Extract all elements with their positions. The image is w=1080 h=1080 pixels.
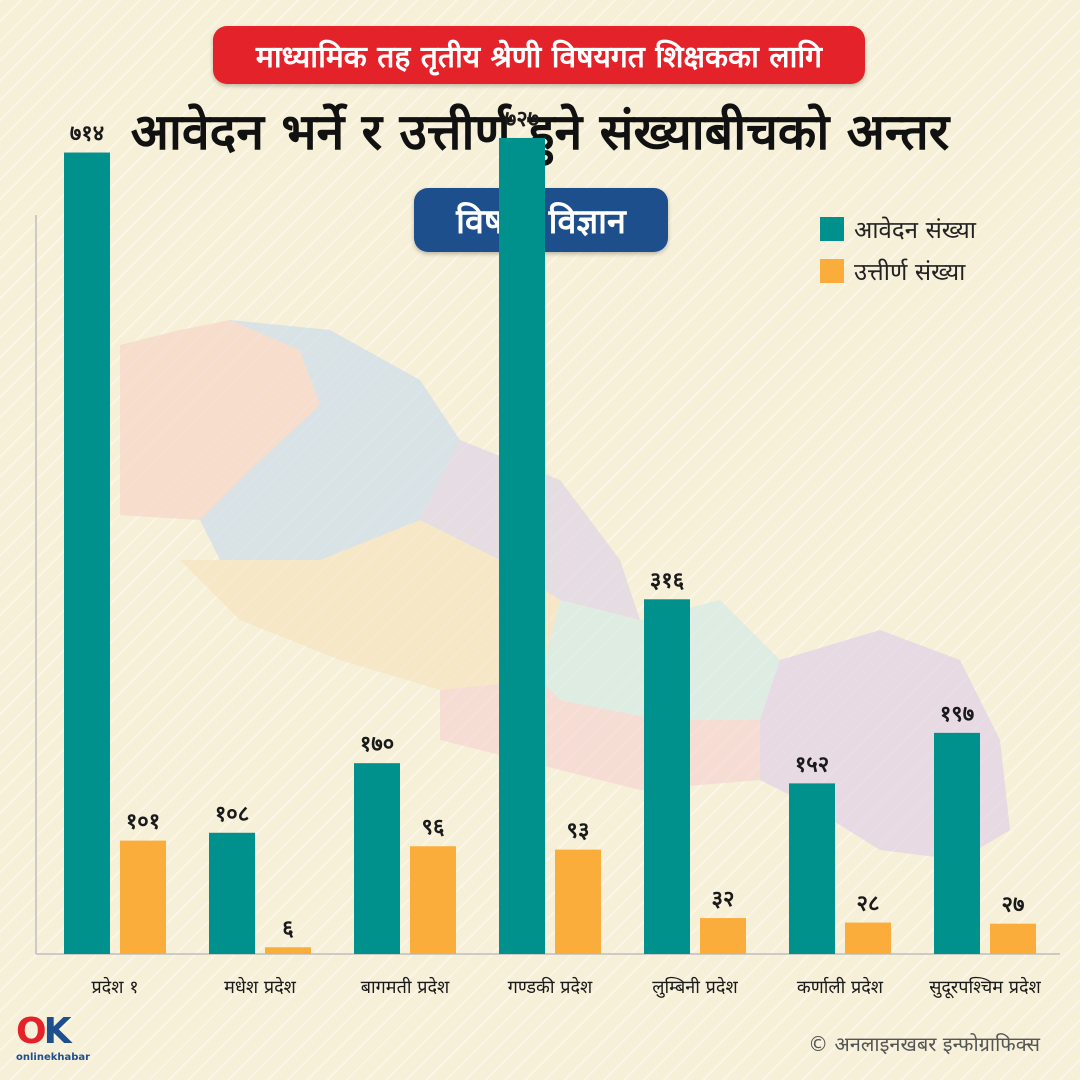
data-label-applied-6: १९७: [940, 702, 974, 727]
bar-applied-6: [934, 732, 980, 954]
data-label-applied-1: १०८: [215, 802, 249, 827]
bar-passed-1: [265, 947, 311, 954]
data-label-applied-3: ७२७: [505, 107, 539, 132]
onlinekhabar-logo: OK onlinekhabar: [16, 1014, 96, 1066]
legend-swatch-passed: [820, 259, 844, 283]
ok-logo-icon: OK: [16, 1011, 72, 1052]
x-tick-label-4: लुम्बिनी प्रदेश: [652, 976, 738, 998]
legend-item-applied: आवेदन संख्या: [820, 208, 976, 250]
data-label-passed-4: ३२: [712, 887, 735, 912]
credit-text: © अनलाइनखबर इन्फोग्राफिक्स: [808, 1032, 1040, 1056]
bar-passed-6: [990, 923, 1036, 954]
legend: आवेदन संख्या उत्तीर्ण संख्या: [820, 208, 976, 292]
bar-passed-2: [410, 846, 456, 954]
data-label-passed-3: ९३: [567, 819, 590, 844]
bar-applied-4: [644, 599, 690, 954]
data-label-passed-0: १०१: [126, 810, 160, 835]
bar-applied-1: [209, 832, 255, 954]
x-tick-label-0: प्रदेश १: [91, 976, 138, 998]
bar-passed-5: [845, 922, 891, 954]
x-tick-label-3: गण्डकी प्रदेश: [508, 976, 593, 998]
bar-applied-2: [354, 763, 400, 954]
logo-text: onlinekhabar: [16, 1052, 91, 1063]
subtitle-banner: माध्यामिक तह तृतीय श्रेणी विषयगत शिक्षकक…: [213, 26, 865, 84]
bar-passed-0: [120, 840, 166, 954]
data-label-applied-4: ३१६: [650, 568, 685, 593]
x-tick-label-5: कर्णाली प्रदेश: [797, 976, 884, 998]
legend-label-applied: आवेदन संख्या: [854, 215, 976, 244]
data-label-passed-5: २८: [857, 892, 880, 917]
data-label-applied-2: १७०: [360, 732, 394, 757]
data-label-applied-5: १५२: [795, 752, 829, 777]
legend-item-passed: उत्तीर्ण संख्या: [820, 250, 976, 292]
data-label-passed-6: २७: [1002, 893, 1025, 918]
data-label-applied-0: ७१४: [70, 122, 104, 147]
data-label-passed-2: ९६: [422, 815, 445, 840]
x-tick-label-6: सुदूरपश्चिम प्रदेश: [929, 976, 1041, 999]
bar-applied-3: [499, 137, 545, 954]
bar-applied-0: [64, 152, 110, 954]
x-tick-label-2: बागमती प्रदेश: [361, 976, 450, 998]
data-label-passed-1: ६: [282, 916, 294, 941]
x-tick-label-1: मधेश प्रदेश: [224, 976, 297, 998]
bar-applied-5: [789, 783, 835, 954]
bar-passed-3: [555, 849, 601, 954]
legend-swatch-applied: [820, 217, 844, 241]
bar-passed-4: [700, 918, 746, 954]
legend-label-passed: उत्तीर्ण संख्या: [854, 257, 966, 286]
